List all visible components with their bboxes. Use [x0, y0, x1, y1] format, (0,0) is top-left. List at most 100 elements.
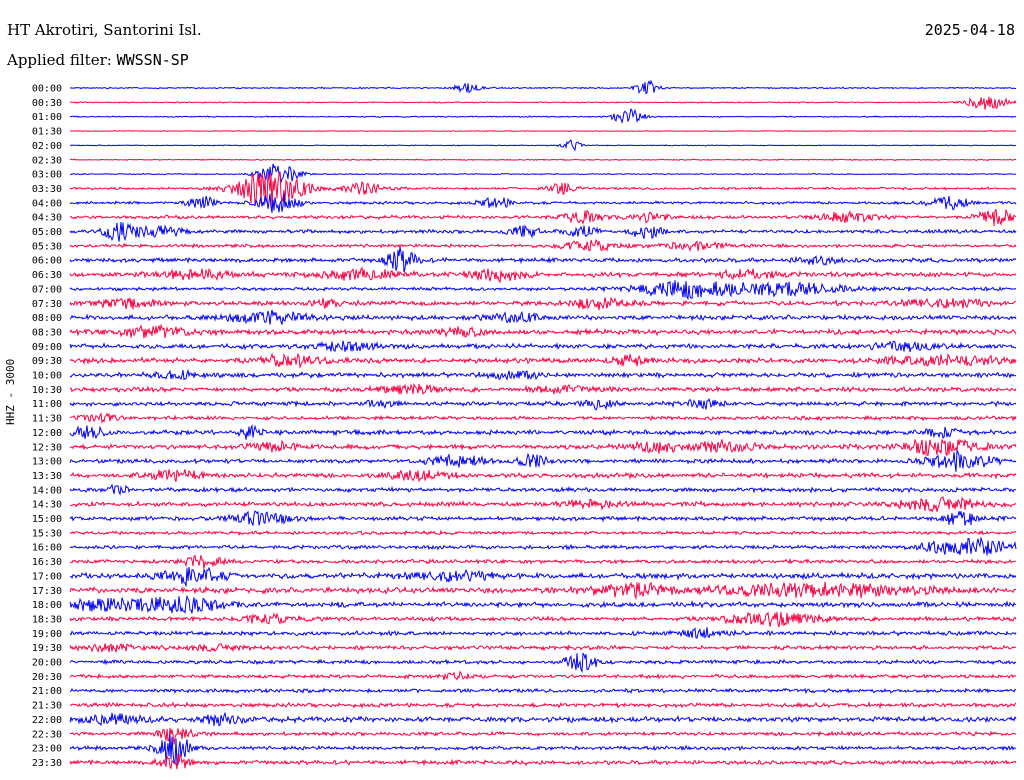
trace-line: [69, 581, 1017, 601]
trace-line: [69, 369, 1017, 381]
trace-line: [69, 79, 1017, 95]
trace-line: [69, 529, 1017, 536]
trace-line: [69, 554, 1017, 569]
time-tick-label: 11:00: [32, 399, 62, 410]
time-tick-label: 19:30: [32, 643, 62, 654]
time-tick-label: 10:30: [32, 385, 62, 396]
time-tick-label: 05:30: [32, 241, 62, 252]
trace-line: [69, 734, 1017, 766]
time-tick-label: 15:00: [32, 514, 62, 525]
trace-line: [69, 652, 1016, 674]
time-tick-label: 03:00: [32, 170, 62, 181]
time-tick-label: 04:00: [32, 198, 62, 209]
filter-line: Applied filter: WWSSN-SP: [7, 51, 189, 69]
trace-line: [69, 423, 1017, 440]
trace-line: [69, 727, 1016, 745]
trace-line: [69, 687, 1017, 695]
trace-line: [69, 566, 1017, 587]
time-tick-label: 21:30: [32, 701, 62, 712]
time-tick-label: 03:30: [32, 184, 62, 195]
trace-line: [69, 711, 1017, 727]
time-tick-label: 01:00: [32, 112, 62, 123]
trace-line: [69, 383, 1017, 395]
time-tick-label: 10:00: [32, 371, 62, 382]
date-label: 2025-04-18: [924, 21, 1015, 39]
trace-line: [69, 469, 1017, 483]
time-tick-label: 21:00: [32, 686, 62, 697]
time-tick-label: 20:00: [32, 658, 62, 669]
time-tick-label: 16:00: [32, 543, 62, 554]
time-tick-label: 02:00: [32, 141, 62, 152]
time-tick-label: 08:30: [32, 327, 62, 338]
trace-line: [69, 266, 1017, 284]
time-tick-label: 13:00: [32, 457, 62, 468]
time-tick-label: 22:00: [32, 715, 62, 726]
time-tick-label: 04:30: [32, 213, 62, 224]
time-tick-label: 07:00: [32, 284, 62, 295]
time-tick-label: 02:30: [32, 155, 62, 166]
trace-line: [69, 510, 1017, 526]
trace-line: [69, 352, 1017, 368]
time-tick-label: 06:30: [32, 270, 62, 281]
trace-line: [69, 209, 1017, 227]
trace-line: [70, 96, 1017, 110]
time-tick-label: 22:30: [32, 729, 62, 740]
trace-line: [69, 323, 1017, 339]
filter-label: Applied filter:: [7, 51, 112, 69]
trace-line: [69, 139, 1017, 152]
time-tick-label: 20:30: [32, 672, 62, 683]
time-tick-label: 01:30: [32, 127, 62, 138]
trace-line: [69, 627, 1017, 639]
trace-line: [69, 412, 1017, 424]
trace-line: [69, 158, 1017, 162]
trace-line: [69, 163, 1017, 183]
time-tick-label: 08:00: [32, 313, 62, 324]
time-tick-label: 11:30: [32, 414, 62, 425]
time-tick-label: 00:30: [32, 98, 62, 109]
time-tick-label: 17:00: [32, 571, 62, 582]
time-tick-label: 13:30: [32, 471, 62, 482]
trace-line: [69, 438, 1017, 457]
trace-line: [69, 483, 1017, 496]
trace-line: [69, 108, 1017, 124]
time-tick-label: 09:00: [32, 342, 62, 353]
time-tick-label: 18:30: [32, 614, 62, 625]
trace-line: [69, 280, 1017, 300]
trace-line: [69, 536, 1017, 556]
trace-line: [69, 247, 1017, 273]
trace-line: [69, 753, 1017, 770]
trace-line: [69, 397, 1017, 411]
trace-line: [69, 192, 1017, 213]
trace-line: [69, 642, 1017, 654]
trace-line: [69, 340, 1017, 353]
trace-line: [69, 594, 1017, 614]
channel-label: HHZ - 3000: [4, 358, 17, 425]
time-tick-label: 23:30: [32, 758, 62, 769]
time-tick-label: 05:00: [32, 227, 62, 238]
trace-line: [69, 130, 1017, 132]
time-tick-label: 23:00: [32, 744, 62, 755]
time-tick-label: 18:00: [32, 600, 62, 611]
trace-line: [69, 670, 1017, 681]
time-tick-label: 17:30: [32, 586, 62, 597]
trace-line: [69, 701, 1017, 709]
time-tick-label: 15:30: [32, 528, 62, 539]
time-tick-label: 00:00: [32, 84, 62, 95]
trace-line: [69, 496, 1017, 513]
time-tick-label: 14:00: [32, 485, 62, 496]
time-tick-label: 14:30: [32, 500, 62, 511]
trace-line: [69, 449, 1017, 472]
trace-line: [69, 611, 1017, 628]
time-tick-label: 19:00: [32, 629, 62, 640]
time-tick-label: 16:30: [32, 557, 62, 568]
trace-line: [69, 171, 1017, 210]
time-tick-label: 06:00: [32, 256, 62, 267]
time-tick-label: 12:00: [32, 428, 62, 439]
filter-value: WWSSN-SP: [116, 51, 189, 69]
time-tick-label: 09:30: [32, 356, 62, 367]
trace-line: [69, 238, 1017, 253]
trace-line: [69, 296, 1017, 311]
trace-line: [69, 222, 1017, 242]
trace-line: [69, 309, 1017, 325]
